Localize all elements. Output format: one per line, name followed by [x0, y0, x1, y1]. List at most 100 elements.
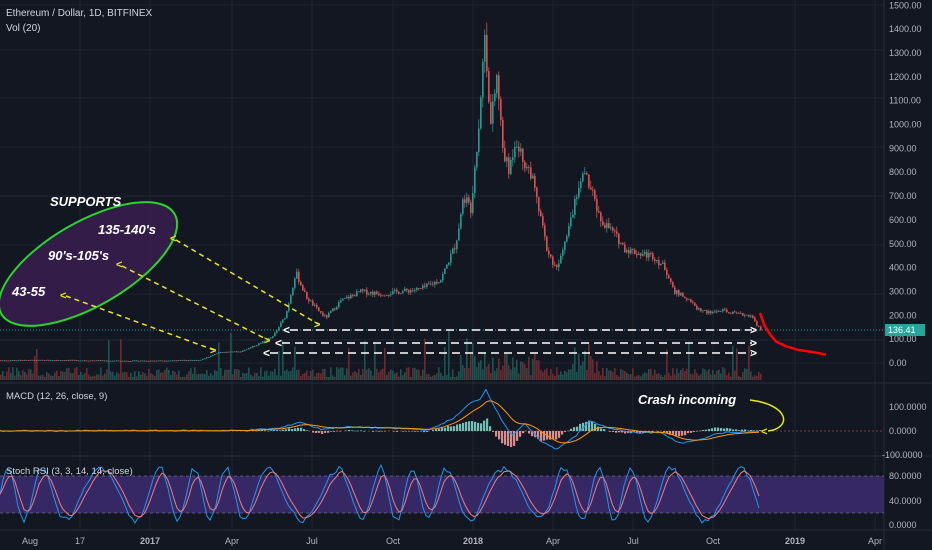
candle-body: [704, 310, 706, 312]
macd-bar: [498, 431, 501, 440]
candle-body: [194, 360, 196, 361]
svg-text:>: >: [750, 336, 757, 350]
volume-bar: [390, 369, 392, 380]
volume-bar: [404, 372, 406, 380]
volume-bar: [268, 375, 270, 380]
stoch-tick-80: 80.0000: [889, 471, 922, 481]
candle-body: [62, 360, 64, 362]
volume-bar: [54, 372, 56, 380]
volume-bar: [730, 376, 732, 380]
candle-body: [592, 189, 594, 191]
candle-body: [634, 249, 636, 254]
volume-bar: [708, 369, 710, 380]
volume-bar: [88, 374, 90, 380]
candle-body: [132, 360, 134, 362]
volume-bar: [236, 368, 238, 380]
macd-bar: [492, 431, 495, 432]
candle-body: [536, 187, 538, 198]
volume-bar: [282, 340, 284, 380]
volume-bar: [584, 350, 586, 380]
volume-bar: [66, 368, 68, 380]
volume-bar: [150, 373, 152, 380]
volume-label[interactable]: Vol (20): [6, 23, 40, 34]
volume-bar: [130, 372, 132, 380]
volume-bar: [20, 374, 22, 380]
candle-body: [402, 291, 404, 294]
volume-bar: [630, 374, 632, 380]
volume-bar: [332, 375, 334, 380]
volume-bar: [686, 368, 688, 380]
macd-bar: [345, 430, 348, 432]
volume-bar: [266, 370, 268, 380]
macd-bar: [384, 431, 387, 432]
macd-bar: [612, 431, 615, 432]
macd-bar: [468, 421, 471, 431]
volume-bar: [242, 372, 244, 380]
candle-body: [756, 321, 758, 326]
candle-body: [758, 325, 760, 327]
candle-body: [332, 308, 334, 312]
candle-body: [20, 360, 22, 361]
macd-bar: [735, 429, 738, 431]
volume-bar: [382, 368, 384, 380]
volume-bar: [348, 347, 350, 380]
macd-bar: [267, 430, 270, 432]
macd-bar: [561, 431, 564, 435]
volume-bar: [728, 372, 730, 380]
price-tick: 500.00: [889, 239, 917, 249]
candle-body: [446, 264, 448, 269]
volume-bar: [528, 356, 530, 380]
candle-body: [22, 360, 24, 361]
candle-body: [460, 213, 462, 229]
candle-body: [752, 315, 754, 318]
volume-bar: [644, 372, 646, 380]
volume-bar: [526, 368, 528, 380]
candle-body: [542, 216, 544, 226]
volume-bar: [6, 371, 8, 380]
volume-bar: [294, 346, 296, 380]
macd-label[interactable]: MACD (12, 26, close, 9): [6, 391, 107, 402]
macd-bar: [300, 427, 303, 431]
volume-bar: [354, 371, 356, 380]
macd-bar: [741, 429, 744, 431]
volume-bar: [284, 370, 286, 380]
volume-bar: [172, 370, 174, 380]
candle-body: [464, 199, 466, 203]
candle-body: [2, 360, 4, 362]
candle-body: [480, 97, 482, 129]
symbol-title[interactable]: Ethereum / Dollar, 1D, BITFINEX: [6, 8, 152, 19]
candle-body: [336, 307, 338, 310]
candle-body: [632, 248, 634, 250]
support-arrowheads: < < < > > >: [60, 233, 320, 357]
candle-body: [184, 360, 186, 361]
macd-bar: [354, 430, 357, 432]
volume-bar: [70, 372, 72, 380]
svg-text:>: >: [750, 346, 757, 360]
candle-body: [430, 283, 432, 285]
candle-body: [74, 359, 76, 361]
candle-body: [86, 360, 88, 362]
volume-bar: [8, 367, 10, 380]
candle-body: [16, 360, 18, 362]
candle-body: [260, 343, 262, 345]
volume-bar: [456, 376, 458, 380]
volume-bar: [178, 370, 180, 380]
volume-bar: [732, 345, 734, 380]
candle-body: [582, 173, 584, 182]
candle-body: [334, 308, 336, 310]
volume-bar: [280, 375, 282, 380]
candle-body: [746, 314, 748, 316]
macd-bar: [264, 430, 267, 431]
volume-bar: [524, 364, 526, 380]
volume-bar: [126, 372, 128, 380]
volume-bar: [462, 365, 464, 380]
volume-bar: [408, 367, 410, 380]
candle-body: [660, 263, 662, 266]
candle-body: [294, 278, 296, 288]
time-tick: Apr: [225, 536, 239, 546]
candle-body: [552, 256, 554, 265]
volume-bar: [34, 356, 36, 380]
macd-bar: [324, 431, 327, 433]
stoch-label[interactable]: Stoch RSI (3, 3, 14, 14, close): [6, 466, 133, 477]
candle-body: [750, 315, 752, 317]
